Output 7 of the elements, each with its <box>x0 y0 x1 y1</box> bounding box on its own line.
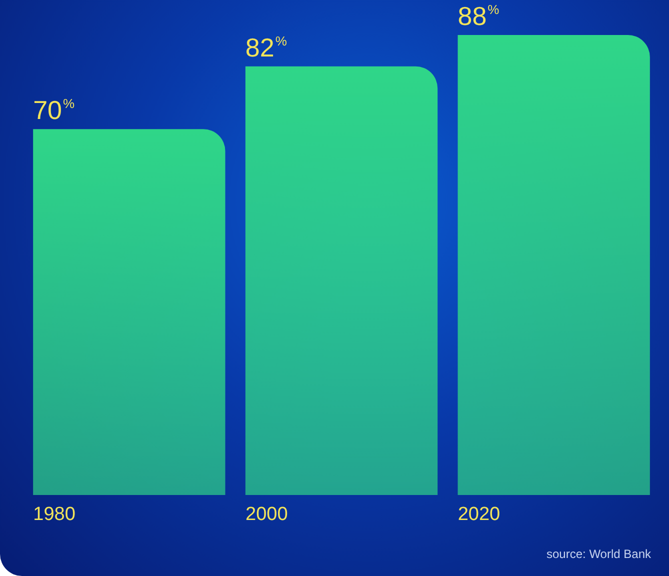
x-tick-label: 1980 <box>33 504 76 525</box>
x-tick-label: 2020 <box>458 504 500 525</box>
data-label: 70% <box>33 95 76 126</box>
source-note: source: World Bank <box>546 547 652 561</box>
x-tick-label: 2000 <box>246 504 288 525</box>
data-label: 82% <box>245 32 288 62</box>
data-label: 88% <box>458 1 500 31</box>
